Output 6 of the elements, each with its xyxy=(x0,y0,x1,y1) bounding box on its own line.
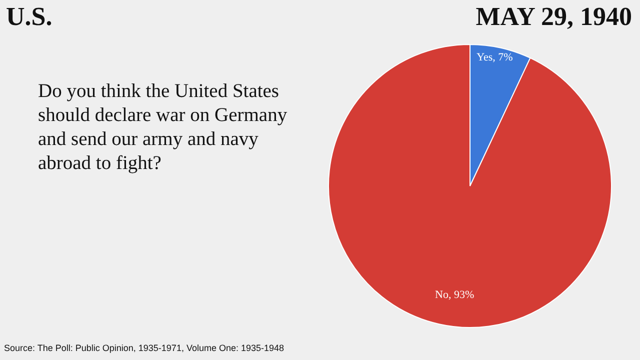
chart-subtitle: MAY 29, 1940 xyxy=(476,2,632,32)
slice-label: No, 93% xyxy=(435,288,474,301)
text: Do you think the United States should declare war on Germany and send our army and navy abroad to fight? xyxy=(38,80,288,176)
text: U.S. xyxy=(6,2,52,32)
source-note: Source: The Poll: Public Opinion, 1935-1971, Volume One: 1935-1948 xyxy=(4,343,284,353)
slice-label: Yes, 7% xyxy=(476,51,513,64)
